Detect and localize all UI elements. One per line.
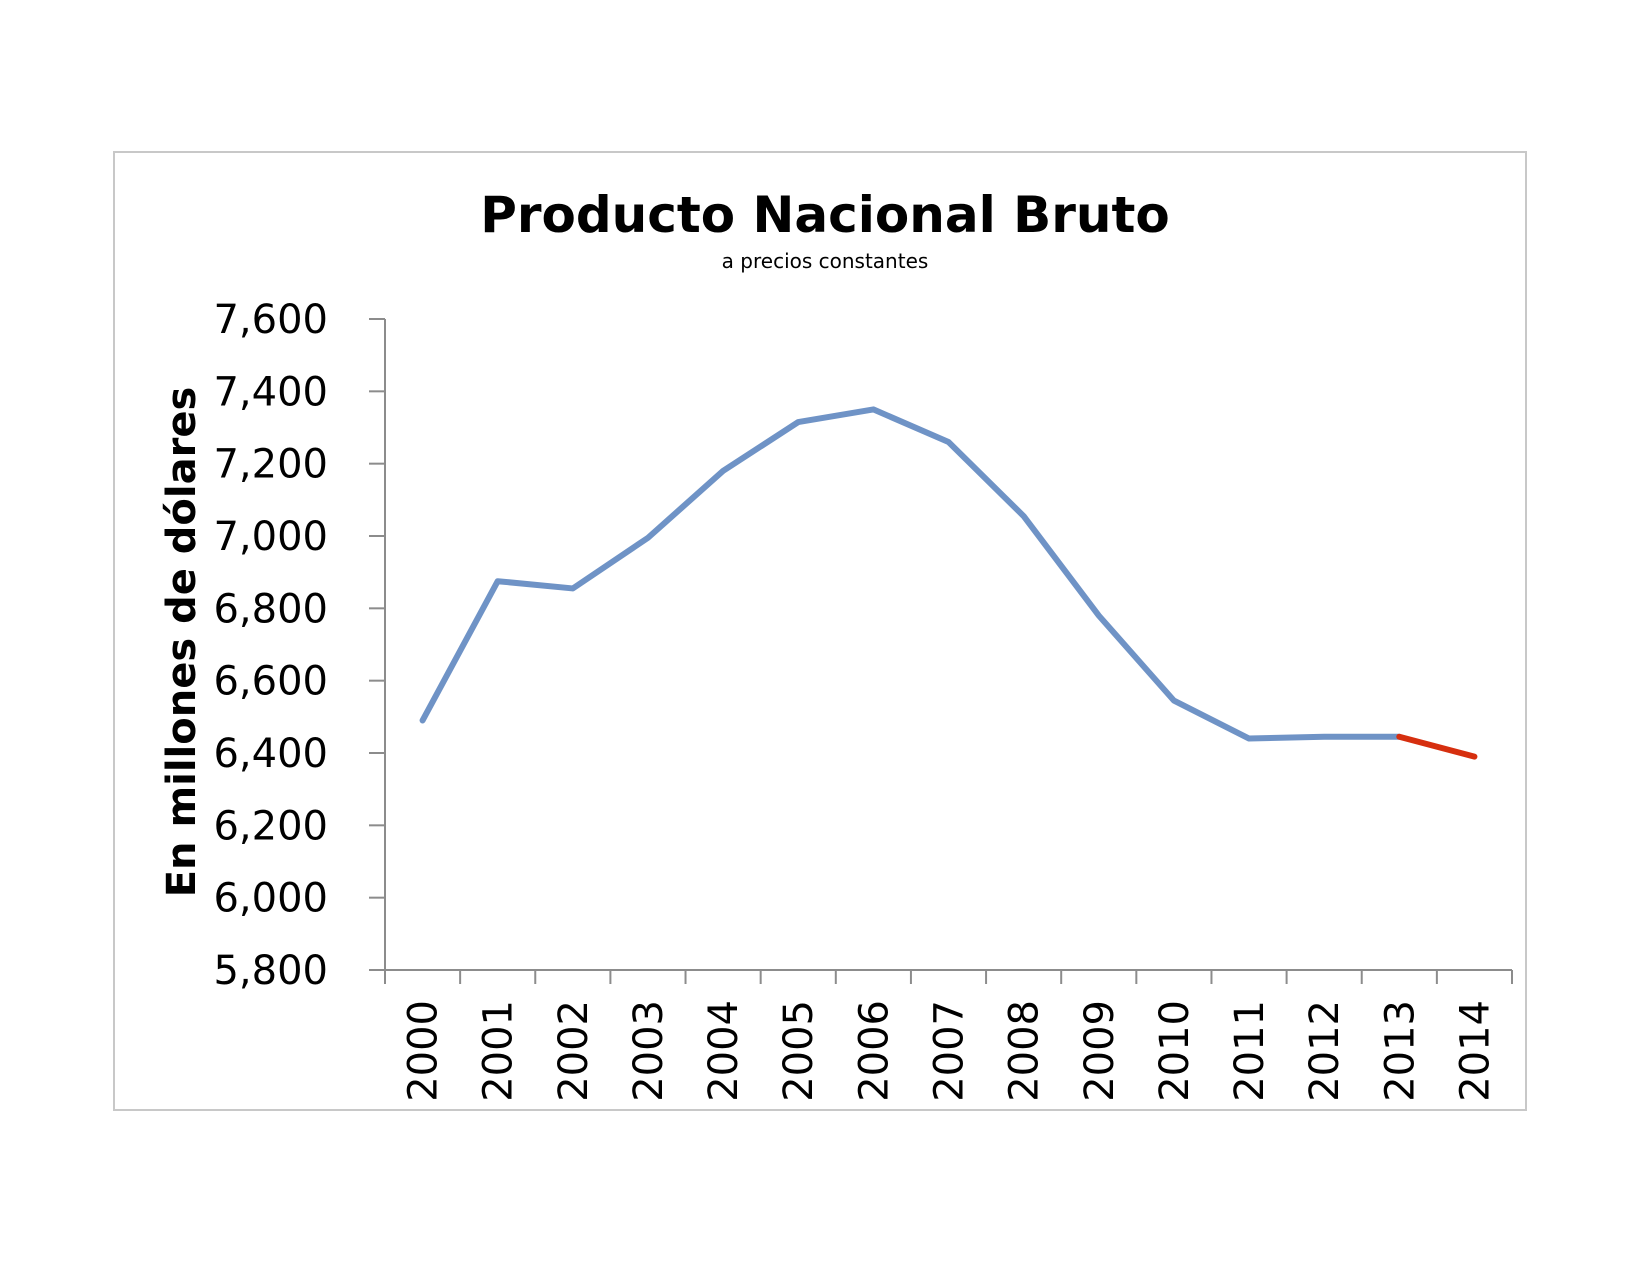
x-tick-label: 2007 bbox=[927, 1000, 973, 1102]
data-point bbox=[946, 439, 952, 445]
x-tick-label: 2006 bbox=[851, 1000, 897, 1102]
x-tick-label: 2005 bbox=[776, 1000, 822, 1102]
y-tick-label: 7,400 bbox=[213, 369, 328, 415]
data-point bbox=[795, 419, 801, 425]
y-axis bbox=[369, 318, 386, 971]
y-tick-labels: 7,600 7,400 7,200 7,000 6,800 6,600 6,400 6,200… bbox=[213, 297, 328, 994]
y-tick-label: 5,800 bbox=[213, 948, 328, 994]
data-point bbox=[1171, 698, 1177, 704]
x-tick-label: 2008 bbox=[1002, 1000, 1048, 1102]
y-tick-label: 6,600 bbox=[213, 659, 328, 705]
x-tick-label: 2000 bbox=[401, 1000, 447, 1102]
x-tick-label: 2002 bbox=[551, 1000, 597, 1102]
data-point bbox=[1321, 734, 1327, 740]
x-tick-label: 2001 bbox=[476, 1000, 522, 1102]
series-line-highlight bbox=[1396, 733, 1478, 760]
y-tick-label: 6,800 bbox=[213, 586, 328, 632]
x-tick-label: 2013 bbox=[1377, 1000, 1423, 1102]
x-tick-label: 2003 bbox=[626, 1000, 672, 1102]
data-point bbox=[420, 717, 426, 723]
x-tick-labels: 2000 2001 2002 2003 2004 2005 2006 2007 2008 2009… bbox=[401, 1000, 1499, 1102]
y-tick-label: 7,000 bbox=[213, 514, 328, 560]
series-line-main bbox=[419, 406, 1403, 742]
chart-frame bbox=[113, 151, 1527, 1111]
x-tick-label: 2014 bbox=[1452, 1000, 1498, 1102]
y-tick-label: 6,400 bbox=[213, 731, 328, 777]
y-tick-label: 7,200 bbox=[213, 442, 328, 488]
y-axis-label: En millones de dólares bbox=[159, 387, 205, 898]
data-point bbox=[1471, 754, 1477, 760]
data-point bbox=[1096, 613, 1102, 619]
data-point bbox=[495, 578, 501, 584]
x-tick-label: 2004 bbox=[701, 1000, 747, 1102]
y-tick-label: 6,000 bbox=[213, 876, 328, 922]
data-point bbox=[870, 406, 876, 412]
series bbox=[419, 406, 1478, 760]
y-tick-label: 7,600 bbox=[213, 297, 328, 343]
data-point bbox=[1396, 734, 1402, 740]
data-point bbox=[570, 585, 576, 591]
x-tick-label: 2011 bbox=[1227, 1000, 1273, 1102]
y-tick-label: 6,200 bbox=[213, 803, 328, 849]
x-axis bbox=[384, 969, 1513, 984]
data-point bbox=[645, 535, 651, 541]
x-tick-label: 2010 bbox=[1152, 1000, 1198, 1102]
chart-subtitle: a precios constantes bbox=[722, 249, 929, 273]
data-point bbox=[720, 468, 726, 474]
data-point bbox=[1021, 513, 1027, 519]
x-tick-label: 2012 bbox=[1302, 1000, 1348, 1102]
data-point bbox=[1246, 736, 1252, 742]
x-tick-label: 2009 bbox=[1077, 1000, 1123, 1102]
chart-title: Producto Nacional Bruto bbox=[480, 186, 1170, 244]
